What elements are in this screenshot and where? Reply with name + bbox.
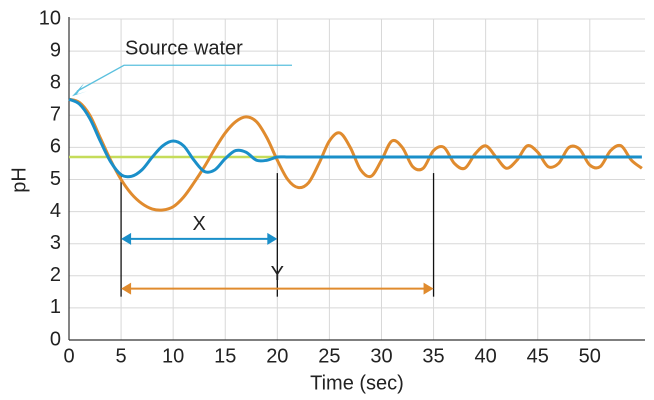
y-tick-label: 5 — [50, 168, 61, 190]
leader-line — [76, 64, 292, 92]
y-tick-label: 10 — [39, 7, 61, 29]
arrow-head — [267, 232, 278, 245]
x-tick-label: 15 — [214, 345, 236, 367]
x-tick-label: 30 — [370, 345, 392, 367]
y-tick-label: 1 — [50, 296, 61, 318]
x-axis-label: Time (sec) — [310, 372, 404, 394]
y-tick-label: 4 — [50, 200, 61, 222]
y-tick-label: 2 — [50, 264, 61, 286]
y-tick-label: 7 — [50, 104, 61, 126]
arrow-head — [121, 232, 132, 245]
x-tick-label: 0 — [63, 345, 74, 367]
x-tick-label: 20 — [266, 345, 288, 367]
y-tick-label: 3 — [50, 232, 61, 254]
x-tick-label: 5 — [116, 345, 127, 367]
x-tick-label: 45 — [527, 345, 549, 367]
annotation: X — [193, 213, 206, 235]
x-tick-label: 40 — [475, 345, 497, 367]
x-tick-label: 50 — [579, 345, 601, 367]
x-tick-label: 35 — [422, 345, 444, 367]
line-series — [68, 97, 643, 212]
y-axis-label: pH — [8, 167, 30, 193]
x-tick-label: 10 — [162, 345, 184, 367]
y-tick-label: 9 — [50, 39, 61, 61]
line-series — [68, 97, 642, 179]
annotation: Source water — [125, 38, 243, 60]
arrow-head — [72, 83, 87, 97]
x-tick-label: 25 — [318, 345, 340, 367]
y-tick-label: 6 — [50, 136, 61, 158]
arrow-head — [423, 282, 434, 295]
y-tick-label: 8 — [50, 71, 61, 93]
arrow-head — [121, 282, 132, 295]
annotation: Y — [271, 263, 284, 285]
y-tick-label: 0 — [50, 328, 61, 350]
